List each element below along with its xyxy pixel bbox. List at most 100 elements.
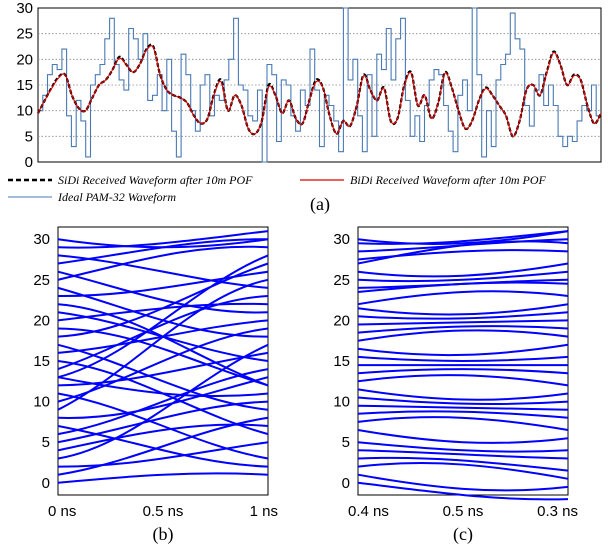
eye-trace [57, 270, 269, 314]
eye-trace [357, 429, 569, 444]
eye-trace [57, 343, 269, 460]
y-tick-label: 10 [333, 394, 350, 411]
y-tick-label: 30 [33, 231, 50, 248]
eye-trace [357, 311, 569, 320]
eye-trace [357, 230, 569, 245]
panel-a-y-tick-label: 20 [16, 51, 33, 68]
panel-c-eye-diagram: 0 5 10 15 20 25 30 0.4 ns 0.5 ns 0.3 ns [333, 226, 578, 520]
panel-a-waveform: 0 5 10 15 20 25 30 [16, 0, 602, 171]
x-tick-label: 0 ns [48, 503, 76, 520]
panel-a-legend: SiDi Received Waveform after 10m POF BiDi… [8, 173, 547, 204]
y-tick-label: 20 [333, 312, 350, 329]
y-tick-label: 25 [33, 272, 50, 289]
eye-trace [57, 343, 269, 411]
x-tick-label: 1 ns [250, 503, 278, 520]
caption-a: (a) [310, 194, 330, 215]
panel-a-y-tick-label: 25 [16, 26, 33, 43]
x-tick-label: 0.5 ns [143, 503, 184, 520]
eye-trace [57, 423, 269, 452]
eye-trace [57, 392, 269, 460]
y-tick-label: 15 [33, 353, 50, 370]
eye-trace [357, 374, 569, 387]
panel-c-x-axis: 0.4 ns 0.5 ns 0.3 ns [348, 503, 578, 520]
eye-trace [357, 343, 569, 357]
eye-trace [57, 270, 269, 298]
eye-trace [57, 376, 269, 419]
y-tick-label: 15 [333, 353, 350, 370]
eye-trace [57, 254, 269, 379]
x-tick-label: 0.4 ns [348, 503, 389, 520]
y-tick-label: 5 [342, 434, 350, 451]
panel-a-y-tick-label: 0 [25, 154, 33, 171]
panel-b-traces [57, 230, 269, 484]
eye-trace [357, 303, 569, 316]
eye-trace [357, 329, 569, 342]
eye-trace [357, 281, 569, 293]
eye-trace [57, 230, 269, 249]
bidi-received-waveform-line [37, 45, 602, 137]
x-tick-label: 0.5 ns [443, 503, 484, 520]
eye-trace [57, 400, 269, 444]
legend-label: Ideal PAM-32 Waveform [57, 190, 176, 204]
eye-trace [357, 240, 569, 265]
ideal-pam32-waveform-line [38, 7, 601, 163]
panel-a-y-tick-label: 30 [16, 0, 33, 17]
panel-c-y-axis: 0 5 10 15 20 25 30 [333, 231, 350, 492]
eye-trace [357, 404, 569, 411]
eye-trace [357, 230, 569, 245]
panel-b-eye-diagram: 0 5 10 15 20 25 30 0 ns 0.5 ns 1 ns [33, 226, 278, 520]
panel-a-y-axis: 0 5 10 15 20 25 30 [16, 0, 33, 171]
eye-trace [357, 416, 569, 431]
caption-b: (b) [153, 524, 174, 545]
sidi-received-waveform-line [37, 43, 602, 138]
legend-label: BiDi Received Waveform after 10m POF [350, 173, 547, 187]
eye-trace [57, 416, 269, 476]
eye-trace [357, 262, 569, 278]
panel-a-y-tick-label: 15 [16, 77, 33, 94]
eye-trace [357, 441, 569, 453]
eye-trace [57, 254, 269, 289]
y-tick-label: 30 [333, 231, 350, 248]
eye-trace [57, 472, 269, 484]
eye-trace [357, 355, 569, 362]
panel-a-y-tick-label: 10 [16, 103, 33, 120]
x-tick-label: 0.3 ns [537, 503, 578, 520]
eye-trace [357, 456, 569, 472]
y-tick-label: 0 [342, 475, 350, 492]
eye-trace [357, 388, 569, 401]
eye-trace [357, 319, 569, 326]
panel-a-series [37, 7, 602, 163]
y-tick-label: 5 [42, 434, 50, 451]
eye-trace [357, 249, 569, 261]
eye-trace [357, 462, 569, 480]
y-tick-label: 25 [333, 272, 350, 289]
caption-c: (c) [453, 524, 473, 545]
eye-trace [57, 376, 269, 398]
eye-trace [57, 327, 269, 387]
y-tick-label: 20 [33, 312, 50, 329]
eye-trace [357, 290, 569, 306]
eye-trace [357, 481, 569, 501]
eye-trace [357, 473, 569, 492]
eye-trace [57, 262, 269, 338]
eye-trace [57, 238, 269, 265]
eye-trace [57, 425, 269, 468]
eye-trace [357, 325, 569, 334]
eye-trace [357, 270, 569, 283]
eye-trace [57, 441, 269, 468]
eye-trace [357, 396, 569, 405]
eye-trace [57, 245, 269, 281]
eye-trace [57, 295, 269, 371]
eye-trace [57, 303, 269, 387]
panel-b-x-axis: 0 ns 0.5 ns 1 ns [48, 503, 278, 520]
eye-trace [357, 449, 569, 460]
eye-trace [357, 410, 569, 419]
legend-label: SiDi Received Waveform after 10m POF [58, 173, 253, 187]
panel-b-y-axis: 0 5 10 15 20 25 30 [33, 231, 50, 492]
panel-c-traces [357, 230, 569, 501]
eye-trace [357, 368, 569, 375]
panel-a-y-tick-label: 5 [25, 128, 33, 145]
y-tick-label: 10 [33, 394, 50, 411]
y-tick-label: 0 [42, 475, 50, 492]
